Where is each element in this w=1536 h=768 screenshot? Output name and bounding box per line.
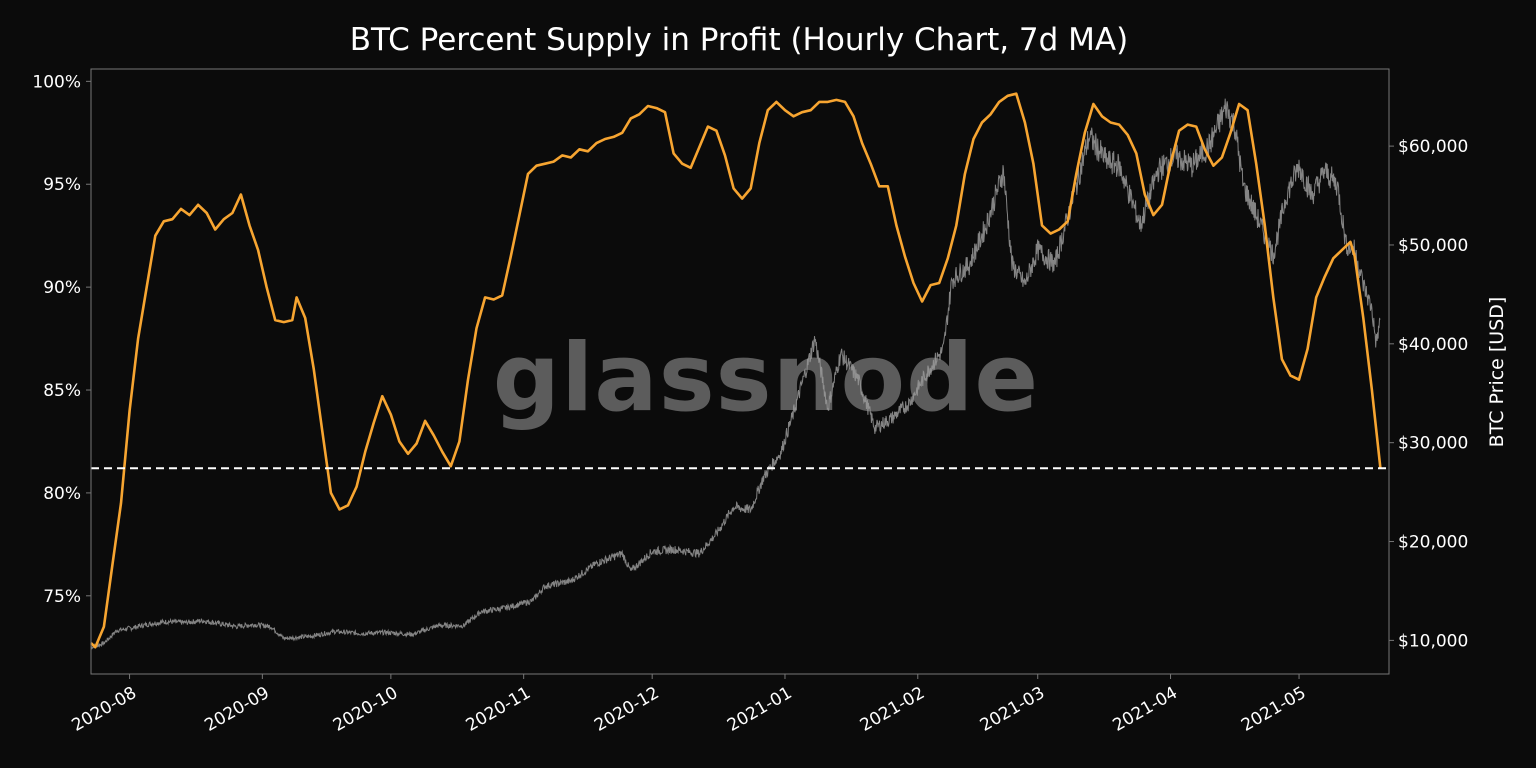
chart-title: BTC Percent Supply in Profit (Hourly Cha… [349, 22, 1129, 58]
right-tick-label: $60,000 [1398, 137, 1468, 157]
x-tick-label: 2020-08 [69, 683, 141, 736]
price-series-layer [90, 98, 1381, 650]
price-line [90, 98, 1381, 650]
left-tick-label: 95% [43, 175, 81, 195]
watermark: glassnode [493, 324, 1039, 433]
right-tick-label: $30,000 [1398, 434, 1468, 454]
left-tick-label: 90% [43, 278, 81, 298]
x-tick-label: 2020-11 [463, 683, 535, 736]
x-tick-label: 2021-05 [1238, 683, 1310, 736]
left-tick-label: 85% [43, 381, 81, 401]
x-tick-label: 2020-12 [591, 683, 663, 736]
right-tick-label: $50,000 [1398, 236, 1468, 256]
x-tick-label: 2021-03 [977, 683, 1049, 736]
x-tick-label: 2021-04 [1110, 683, 1182, 736]
x-tick-label: 2020-09 [201, 683, 273, 736]
plot-frame [90, 68, 1390, 675]
x-tick-label: 2021-02 [857, 683, 929, 736]
left-tick-label: 80% [43, 484, 81, 504]
x-tick-label: 2020-10 [330, 683, 402, 736]
right-tick-label: $40,000 [1398, 335, 1468, 355]
left-tick-label: 75% [43, 587, 81, 607]
right-axis-label: BTC Price [USD] [1486, 297, 1508, 448]
supply-series-layer [90, 92, 1382, 649]
left-tick-label: 100% [32, 72, 81, 92]
right-tick-label: $10,000 [1398, 631, 1468, 651]
x-tick-label: 2021-01 [724, 683, 796, 736]
supply-in-profit-line [90, 92, 1382, 649]
right-tick-label: $20,000 [1398, 533, 1468, 553]
